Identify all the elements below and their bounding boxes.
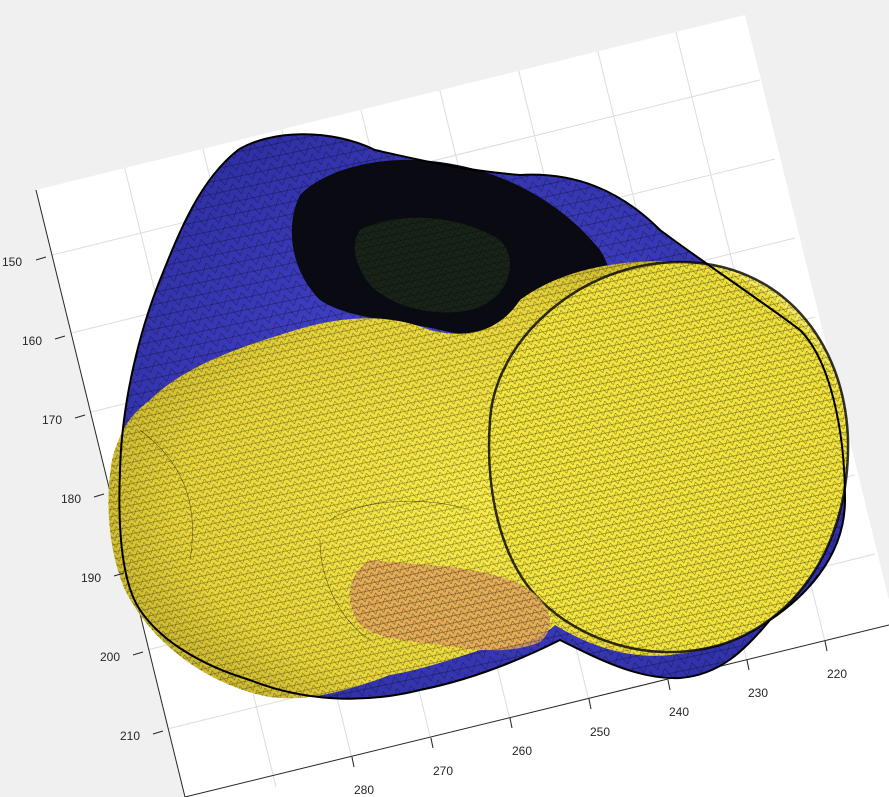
bottom-tick-label: 240 [669, 705, 689, 719]
left-tick-label: 180 [61, 492, 81, 506]
bottom-axis-line [184, 624, 889, 797]
left-axis: 150 160 170 180 190 200 210 [2, 255, 164, 743]
left-tick-label: 150 [2, 255, 22, 269]
bottom-tick-label: 230 [748, 686, 768, 700]
bottom-axis: 220 230 240 250 260 270 280 [351, 640, 847, 797]
bottom-tick-label: 280 [354, 783, 374, 797]
left-tick-label: 190 [81, 571, 101, 585]
left-tick-label: 160 [22, 334, 42, 348]
left-tick-label: 200 [100, 650, 120, 664]
bottom-tick-label: 250 [590, 725, 610, 739]
left-tick-label: 210 [120, 729, 140, 743]
mesh-surface [108, 133, 850, 700]
bottom-tick-label: 220 [827, 667, 847, 681]
bottom-tick-label: 270 [433, 764, 453, 778]
left-tick-label: 170 [42, 413, 62, 427]
bottom-tick-label: 260 [512, 744, 532, 758]
